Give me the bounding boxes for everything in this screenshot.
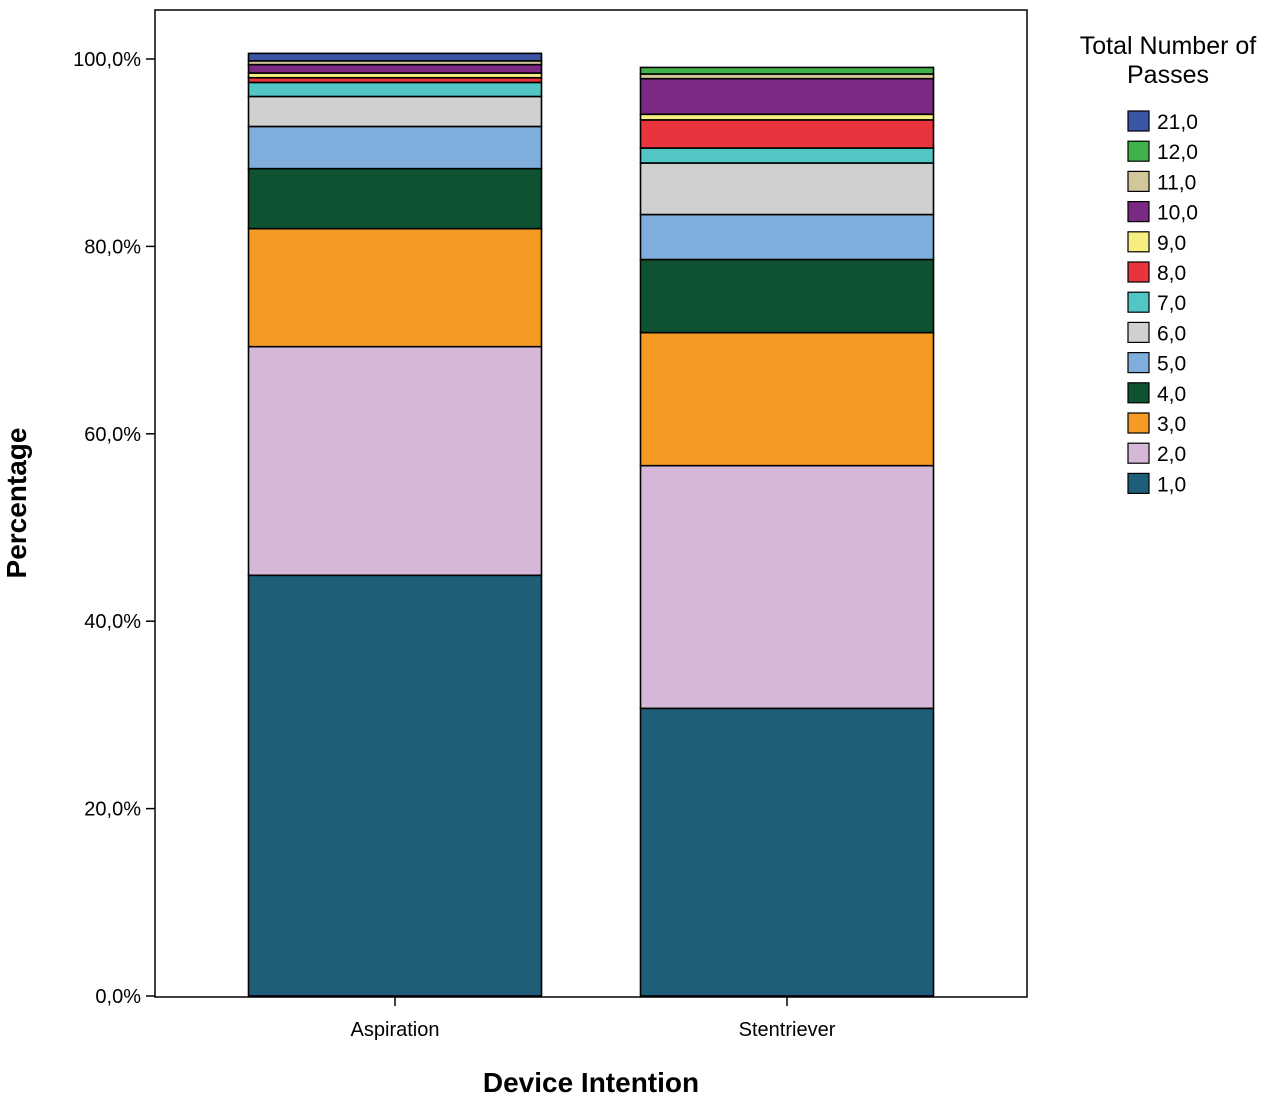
legend-label: 1,0 bbox=[1157, 473, 1186, 496]
bar-segment-stentriever-12-0 bbox=[639, 66, 935, 75]
legend: 21,0 12,0 11,0 10,0 9,0 8,0 7,0 6,0 5,0 4,0 3,0 2,0… bbox=[1127, 110, 1198, 496]
y-tick-label: 80,0% bbox=[84, 236, 141, 258]
legend-label: 21,0 bbox=[1157, 111, 1198, 134]
bar-segment-stentriever-5-0 bbox=[639, 213, 935, 261]
legend-label: 8,0 bbox=[1157, 262, 1186, 285]
y-axis: 0,0% 20,0% 40,0% 60,0% 80,0% 100,0% bbox=[73, 49, 155, 1008]
legend-swatch bbox=[1127, 110, 1150, 132]
legend-label: 2,0 bbox=[1157, 443, 1186, 466]
legend-swatch bbox=[1127, 321, 1150, 343]
legend-label: 10,0 bbox=[1157, 202, 1198, 225]
y-tick-label: 40,0% bbox=[84, 611, 141, 633]
legend-label: 5,0 bbox=[1157, 353, 1186, 376]
legend-swatch bbox=[1127, 140, 1150, 162]
legend-title-line-1: Total Number of bbox=[1080, 32, 1257, 60]
legend-label: 11,0 bbox=[1157, 171, 1196, 194]
legend-label: 3,0 bbox=[1157, 413, 1186, 436]
bar-segment-aspiration-7-0 bbox=[247, 81, 543, 98]
bar-segment-aspiration-10-0 bbox=[247, 63, 543, 74]
legend-swatch bbox=[1127, 170, 1150, 192]
bar-segment-stentriever-8-0 bbox=[639, 119, 935, 149]
legend-label: 4,0 bbox=[1157, 383, 1186, 406]
legend-swatch bbox=[1127, 291, 1150, 313]
y-tick-label: 0,0% bbox=[95, 986, 141, 1008]
bar-segment-stentriever-2-0 bbox=[639, 464, 935, 710]
y-tick-label: 60,0% bbox=[84, 424, 141, 446]
bar-segments bbox=[247, 52, 935, 997]
bar-segment-aspiration-2-0 bbox=[247, 345, 543, 577]
bar-segment-aspiration-3-0 bbox=[247, 227, 543, 348]
legend-title-line-2: Passes bbox=[1127, 61, 1209, 89]
legend-swatch bbox=[1127, 412, 1150, 434]
legend-swatch bbox=[1127, 201, 1150, 223]
bar-segment-aspiration-21-0 bbox=[247, 52, 543, 62]
y-axis-title: Percentage bbox=[1, 428, 32, 579]
bar-segment-aspiration-1-0 bbox=[247, 574, 543, 997]
legend-label: 12,0 bbox=[1157, 141, 1198, 164]
y-tick-label: 100,0% bbox=[73, 49, 141, 71]
legend-swatch bbox=[1127, 442, 1150, 464]
legend-swatch bbox=[1127, 472, 1150, 494]
legend-label: 9,0 bbox=[1157, 232, 1186, 255]
legend-label: 7,0 bbox=[1157, 292, 1186, 315]
x-axis: Aspiration Stentriever bbox=[351, 997, 836, 1041]
bar-segment-stentriever-9-0 bbox=[639, 113, 935, 121]
x-axis-title: Device Intention bbox=[483, 1067, 699, 1098]
bar-segment-aspiration-4-0 bbox=[247, 167, 543, 230]
bar-segment-aspiration-5-0 bbox=[247, 125, 543, 170]
bar-segment-stentriever-3-0 bbox=[639, 331, 935, 467]
bar-segment-aspiration-6-0 bbox=[247, 95, 543, 128]
x-tick-label-stentriever: Stentriever bbox=[739, 1019, 836, 1041]
legend-swatch bbox=[1127, 261, 1150, 283]
legend-swatch bbox=[1127, 382, 1150, 404]
legend-label: 6,0 bbox=[1157, 322, 1186, 345]
bar-segment-stentriever-6-0 bbox=[639, 162, 935, 216]
legend-swatch bbox=[1127, 352, 1150, 374]
bar-segment-stentriever-7-0 bbox=[639, 147, 935, 164]
x-tick-label-aspiration: Aspiration bbox=[351, 1019, 440, 1041]
bar-segment-stentriever-1-0 bbox=[639, 707, 935, 997]
bar-segment-stentriever-10-0 bbox=[639, 77, 935, 116]
bar-segment-stentriever-4-0 bbox=[639, 258, 935, 334]
legend-swatch bbox=[1127, 231, 1150, 253]
y-tick-label: 20,0% bbox=[84, 799, 141, 821]
